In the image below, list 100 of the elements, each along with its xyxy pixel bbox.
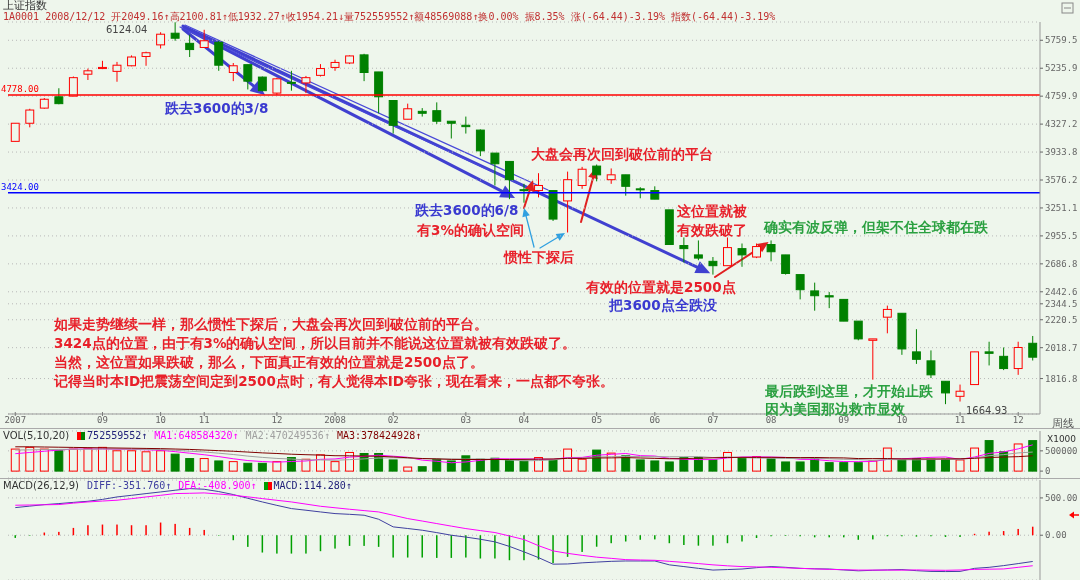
bar [141, 451, 151, 472]
bar [54, 450, 64, 472]
annotation: 把3600点全跌没 [609, 297, 717, 313]
candlestick [941, 380, 950, 405]
ref-line-label: 3424.00 [1, 181, 39, 192]
candlestick [112, 61, 122, 83]
y-tick-label: 1816.8 [1045, 373, 1078, 384]
candlestick [766, 239, 776, 262]
chart-title: VOL(5,10,20) [3, 430, 70, 441]
x-tick-label: 11 [954, 415, 966, 425]
chart-subtitle: 1A0001 2008/12/12 开2049.16↑高2100.81↑低1932.27↑收1954.21↓量752559552↑额48569088↑换0.00% 振8.35% 涨(-64.44)-3.19% 指数(-64.44)-3.19% [3, 11, 776, 22]
bar [446, 460, 456, 472]
x-tick-label: 10 [896, 415, 908, 425]
candlestick [185, 34, 195, 58]
bar [868, 460, 878, 472]
annotation: 跌去3600的3/8 [165, 100, 269, 116]
candlestick [1013, 341, 1023, 376]
x-tick-label: 05 [591, 415, 603, 425]
candlestick [83, 68, 93, 81]
candlestick [693, 239, 703, 261]
bar [504, 459, 514, 472]
bar [766, 458, 776, 472]
candlestick [504, 160, 514, 200]
bar [955, 459, 965, 472]
bar [635, 459, 645, 472]
x-tick-label: 06 [649, 415, 661, 425]
candlestick [984, 341, 994, 366]
y-tick-label: 3576.2 [1045, 175, 1078, 186]
bar [519, 460, 529, 472]
bar [127, 450, 136, 472]
candlestick [781, 254, 791, 276]
y-tick-label: 2018.7 [1045, 342, 1078, 353]
ref-line-label: 4778.00 [1, 84, 39, 95]
candlestick [534, 172, 543, 198]
y-tick-label: 2955.5 [1045, 231, 1078, 242]
candlestick [359, 53, 369, 82]
bar [403, 466, 413, 472]
bar [548, 459, 558, 472]
x-tick-label: 08 [765, 415, 777, 425]
annotation: 当然，这位置如果跌破，那么，下面真正有效的位置就是2500点了。 [54, 354, 484, 370]
bar [839, 462, 849, 472]
bar [563, 448, 573, 472]
candlestick [708, 256, 718, 276]
bar [824, 462, 834, 472]
y-tick-label: 2686.8 [1045, 259, 1078, 270]
candlestick [228, 62, 238, 82]
candlestick [214, 40, 224, 72]
annotation: 6124.04 [106, 24, 148, 35]
bar [156, 450, 166, 472]
candlestick [519, 183, 529, 204]
bar [170, 453, 180, 472]
candlestick [563, 171, 573, 233]
bar [39, 448, 49, 472]
candlestick [432, 101, 442, 125]
candlestick [330, 59, 340, 72]
bar [257, 462, 267, 472]
candlestick [141, 51, 151, 67]
text: X1000 [1047, 434, 1077, 444]
x-tick-label: 12 [271, 415, 283, 425]
bar [25, 446, 35, 472]
bar [83, 447, 93, 472]
candlestick [839, 298, 849, 322]
candlestick [621, 174, 631, 197]
x-tick-label: 2008 [324, 415, 346, 425]
annotation: 这位置就被 [677, 203, 747, 219]
candlestick [795, 274, 805, 300]
candlestick [810, 282, 820, 312]
annotation: 因为美国那边救市显效 [765, 401, 905, 417]
y-tick-label: 2344.5 [1045, 299, 1078, 309]
bar [897, 459, 907, 472]
x-tick-label: 09 [838, 415, 850, 425]
bar [185, 458, 195, 472]
x-tick-label: 02 [387, 415, 399, 425]
candlestick [170, 22, 180, 42]
candlestick [1028, 335, 1038, 361]
bar [417, 466, 427, 472]
y-tick-label: 500.00 [1045, 493, 1078, 504]
candlestick [490, 152, 500, 186]
candlestick [882, 305, 892, 334]
annotation: 有效的位置就是2500点 [586, 279, 736, 295]
bar [708, 459, 718, 472]
chart-title: 上证指数 [3, 0, 47, 12]
bar [1028, 440, 1038, 472]
y-tick-label: 4327.2 [1045, 119, 1078, 130]
annotation: 如果走势继续一样，那么惯性下探后，大盘会再次回到破位前的平台。 [54, 316, 488, 332]
candlestick [243, 64, 253, 90]
x-tick-label: 04 [518, 415, 530, 425]
x-tick-label: 07 [707, 415, 719, 425]
bar [214, 460, 224, 472]
y-tick-label: 2442.6 [1045, 286, 1078, 297]
annotation: 1664.93 [966, 405, 1008, 416]
chart-title: MACD(26,12,9) [3, 480, 79, 491]
y-tick-label: 3251.1 [1045, 203, 1078, 214]
candlestick [999, 346, 1009, 371]
bar [941, 458, 950, 472]
candlestick [10, 122, 20, 142]
candlestick [868, 338, 878, 381]
y-tick-label: 500000 [1045, 446, 1078, 457]
candlestick [911, 328, 921, 365]
bar [882, 447, 892, 472]
